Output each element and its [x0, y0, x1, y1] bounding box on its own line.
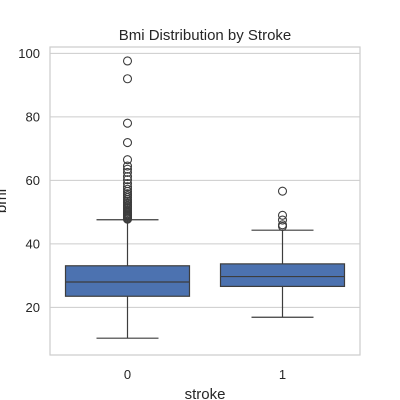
- outlier-point: [122, 155, 133, 165]
- x-axis-label: stroke: [185, 386, 226, 400]
- outlier-point: [122, 172, 133, 182]
- plot-area: [49, 46, 361, 356]
- box-group: [64, 56, 191, 339]
- y-tick-label: 80: [26, 109, 40, 124]
- y-tick-label: 100: [18, 46, 40, 61]
- x-tick-label: 0: [124, 367, 131, 382]
- y-tick-label: 20: [26, 300, 40, 315]
- y-axis-label: bmi: [0, 189, 10, 213]
- outlier-point: [122, 161, 133, 171]
- outlier-point: [122, 74, 133, 84]
- outlier-point: [122, 189, 133, 199]
- outlier-point: [122, 118, 133, 128]
- outlier-point: [122, 178, 133, 189]
- outlier-point: [122, 138, 133, 148]
- box-iqr: [219, 263, 346, 288]
- chart-title: Bmi Distribution by Stroke: [119, 27, 292, 44]
- outlier-point: [277, 215, 288, 225]
- outlier-point: [122, 184, 133, 194]
- box-iqr: [64, 265, 191, 297]
- outlier-point: [277, 220, 288, 230]
- outlier-point: [122, 175, 133, 185]
- y-tick-label: 40: [26, 236, 40, 251]
- outlier-point: [122, 167, 133, 177]
- outlier-point: [122, 182, 133, 192]
- outlier-point: [122, 56, 133, 66]
- outlier-point: [122, 164, 133, 174]
- outlier-point: [277, 186, 288, 196]
- box-group: [219, 186, 346, 318]
- boxes: [64, 56, 346, 339]
- y-tick-label: 60: [26, 173, 40, 188]
- y-tick-labels: 20 40 60 80 100: [18, 46, 40, 315]
- outlier-point: [277, 210, 288, 220]
- x-tick-label: 1: [279, 367, 286, 382]
- gridlines: [50, 52, 360, 308]
